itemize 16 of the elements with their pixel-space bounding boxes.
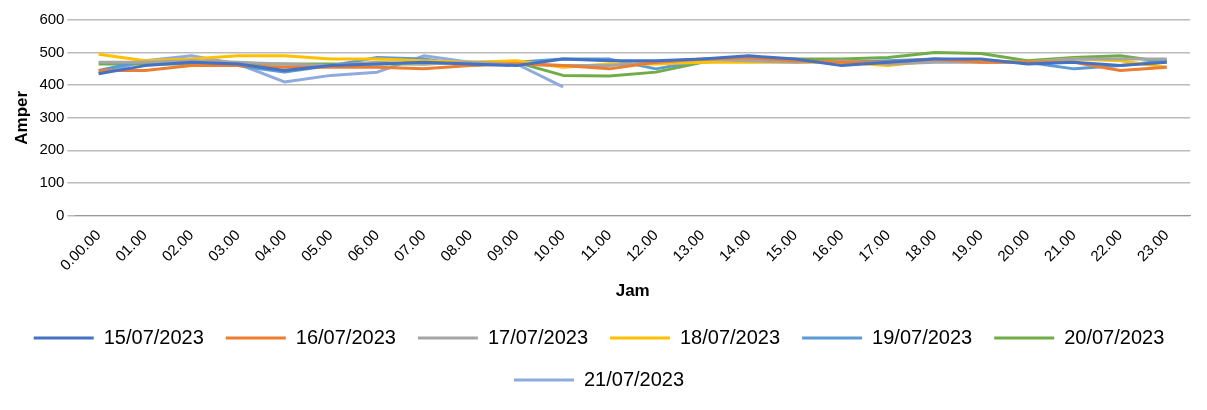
legend-label: 18/07/2023 xyxy=(680,325,781,348)
y-tick-label: 200 xyxy=(39,140,65,158)
y-tick-label: 0 xyxy=(56,205,65,223)
y-tick-label: 600 xyxy=(39,10,65,28)
x-axis-title: Jam xyxy=(615,281,650,301)
y-tick-label: 300 xyxy=(39,107,65,125)
legend-label: 21/07/2023 xyxy=(583,367,685,390)
y-tick-label: 400 xyxy=(39,75,65,93)
y-tick-label: 500 xyxy=(39,42,65,60)
y-tick-label: 100 xyxy=(39,173,65,191)
legend-label: 17/07/2023 xyxy=(487,325,589,348)
legend-label: 20/07/2023 xyxy=(1064,325,1165,348)
y-axis-title: Amper xyxy=(11,90,31,145)
legend-label: 19/07/2023 xyxy=(872,325,973,348)
legend-label: 16/07/2023 xyxy=(295,325,396,348)
legend-label: 15/07/2023 xyxy=(103,325,204,348)
